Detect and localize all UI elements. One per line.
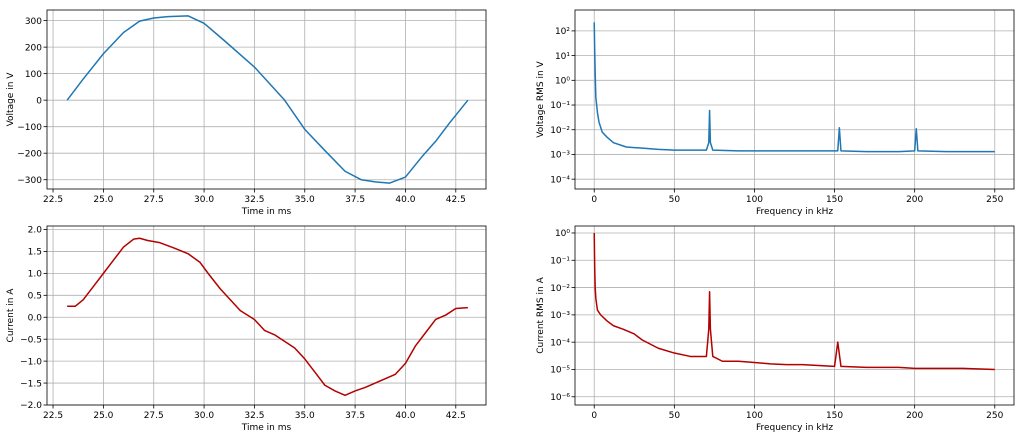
x-axis-label: Time in ms: [241, 423, 292, 433]
x-tick-label: 27.5: [144, 411, 164, 421]
y-axis-label: Voltage RMS in V: [536, 60, 546, 137]
x-tick-label: 35.0: [295, 411, 315, 421]
x-tick-label: 200: [906, 195, 923, 205]
y-axis-label: Current in A: [6, 288, 16, 343]
y-tick-label: −1.0: [20, 357, 42, 367]
y-axis-label: Voltage in V: [6, 72, 16, 127]
y-tick-label: −200: [17, 149, 42, 159]
y-axis-label: Current RMS in A: [536, 276, 546, 353]
y-tick-label: 10⁻²: [550, 126, 570, 136]
y-tick-label: −300: [17, 176, 42, 186]
x-tick-label: 40.0: [395, 195, 415, 205]
y-tick-label: 10⁻⁵: [550, 366, 570, 376]
x-tick-label: 22.5: [43, 195, 63, 205]
grid: [47, 226, 486, 406]
x-tick-label: 42.5: [446, 195, 466, 205]
grid: [575, 226, 1014, 405]
axes-frame: [574, 225, 1015, 406]
y-tick-label: 10⁻³: [550, 311, 570, 321]
y-tick-label: 0.5: [28, 292, 42, 302]
y-tick-label: 0.0: [28, 313, 43, 323]
y-tick-label: −0.5: [20, 335, 42, 345]
y-tick-label: 10¹: [555, 52, 570, 62]
y-tick-label: 10²: [555, 27, 570, 37]
x-tick-label: 27.5: [144, 195, 164, 205]
y-tick-label: 1.0: [28, 270, 43, 280]
series-line-1: [67, 237, 468, 397]
y-tick-label: 1.5: [28, 248, 42, 258]
x-tick-label: 32.5: [244, 411, 264, 421]
x-tick-label: 100: [746, 195, 763, 205]
y-tick-label: 10⁰: [555, 229, 570, 239]
x-tick-label: 35.0: [295, 195, 315, 205]
y-tick-label: 10⁻⁴: [550, 175, 570, 185]
y-tick-label: 10⁰: [555, 77, 570, 87]
y-tick-label: 10⁻⁴: [550, 338, 570, 348]
y-tick-label: 0: [36, 96, 42, 106]
series-line-1: [593, 232, 995, 371]
x-tick-label: 22.5: [43, 411, 63, 421]
x-axis-label: Frequency in kHz: [756, 423, 833, 433]
y-tick-label: 10⁻³: [550, 151, 570, 161]
x-tick-label: 30.0: [194, 195, 214, 205]
axes-frame: [46, 225, 487, 406]
grid: [575, 10, 1014, 189]
y-tick-label: 2.0: [28, 226, 43, 236]
x-tick-label: 30.0: [194, 411, 214, 421]
x-axis-label: Time in ms: [241, 207, 292, 217]
y-tick-label: 10⁻⁶: [550, 393, 570, 403]
x-axis-label: Frequency in kHz: [756, 207, 833, 217]
series-line-1: [593, 22, 995, 153]
y-tick-label: −100: [17, 123, 42, 133]
subplot-2: 0 50 100 150 200 250 10⁻⁴ 10⁻³ 10⁻² 10⁻¹ 10⁰ 10¹ 10²…: [536, 9, 1015, 217]
y-tick-label: 10⁻¹: [550, 256, 570, 266]
x-tick-label: 25.0: [93, 411, 113, 421]
x-tick-label: 0: [591, 411, 597, 421]
x-tick-label: 32.5: [244, 195, 264, 205]
x-tick-label: 40.0: [395, 411, 415, 421]
axes-frame: [574, 9, 1015, 190]
subplot-1: 22.5 25.0 27.5 30.0 32.5 35.0 37.5 40.0 42.5 −300…: [6, 9, 487, 217]
x-tick-label: 250: [986, 195, 1003, 205]
x-tick-label: 25.0: [93, 195, 113, 205]
subplot-4: 0 50 100 150 200 250 10⁻⁶ 10⁻⁵ 10⁻⁴ 10⁻³ 10⁻² 10⁻¹ 1…: [536, 225, 1015, 433]
x-tick-label: 250: [986, 411, 1003, 421]
series-line-1: [66, 15, 469, 184]
y-tick-label: 200: [25, 43, 42, 53]
y-tick-label: 100: [25, 70, 42, 80]
x-tick-label: 50: [669, 411, 681, 421]
x-tick-label: 150: [826, 411, 843, 421]
y-tick-label: 10⁻²: [550, 284, 570, 294]
x-tick-label: 42.5: [446, 411, 466, 421]
grid: [47, 10, 486, 189]
x-tick-label: 50: [669, 195, 681, 205]
x-tick-label: 0: [591, 195, 597, 205]
x-tick-label: 150: [826, 195, 843, 205]
y-tick-label: −2.0: [20, 401, 42, 411]
x-tick-label: 37.5: [345, 195, 365, 205]
axes-frame: [46, 9, 487, 190]
x-tick-label: 37.5: [345, 411, 365, 421]
y-tick-label: −1.5: [20, 379, 42, 389]
y-tick-label: 300: [25, 17, 42, 27]
y-tick-label: 10⁻¹: [550, 101, 570, 111]
x-tick-label: 100: [746, 411, 763, 421]
subplot-3: 22.5 25.0 27.5 30.0 32.5 35.0 37.5 40.0 42.5 −2.0…: [6, 225, 487, 433]
x-tick-label: 200: [906, 411, 923, 421]
